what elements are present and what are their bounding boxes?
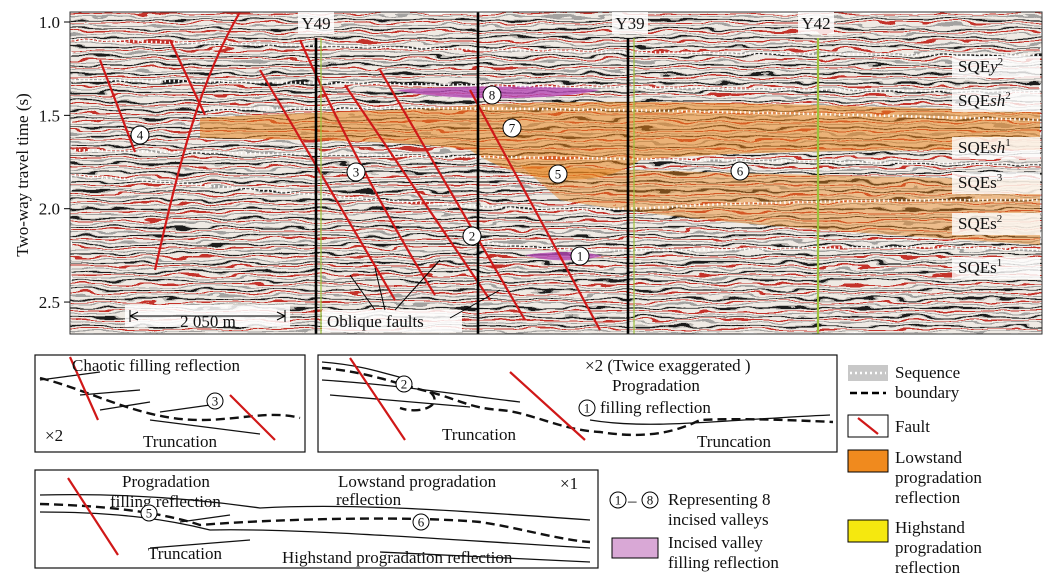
valley-number: 4 (137, 128, 144, 143)
legend-label: Highstand (895, 518, 965, 537)
sequence-label: SQEs1 (958, 257, 1002, 277)
valley-number: 2 (401, 377, 408, 392)
truncation-label: Truncation (148, 544, 222, 563)
sequence-sup: 2 (1005, 90, 1011, 102)
legend-label: Lowstand (895, 448, 963, 467)
scale-label: ×1 (560, 474, 578, 493)
sequence-prefix: SQEs (958, 258, 997, 277)
legend-label: Fault (895, 417, 930, 436)
sequence-prefix: SQE (958, 138, 990, 157)
faults-label: Oblique faults (327, 312, 424, 331)
legend-label: reflection (895, 558, 961, 577)
valley-number: 8 (489, 88, 496, 103)
panel-a: Chaotic filling reflection 3 ×2 Truncati… (35, 355, 305, 452)
filling-label: filling reflection (110, 492, 221, 511)
filling-label: Progradation (612, 376, 700, 395)
valley-number: 5 (555, 167, 562, 182)
legend-swatch (612, 538, 658, 558)
y-tick-label: 2.0 (39, 200, 60, 219)
filling-label: Progradation (122, 472, 210, 491)
legend-label: progradation (895, 538, 982, 557)
lowstand-label: reflection (336, 490, 402, 509)
filling-label: filling reflection (600, 398, 711, 417)
sequence-sup: 1 (1005, 137, 1011, 149)
sequence-letters: sh (990, 138, 1005, 157)
sequence-sup: 1 (997, 257, 1003, 269)
sequence-prefix: SQEs (958, 173, 997, 192)
y-tick-label: 2.5 (39, 293, 60, 312)
panel-c: Progradation filling reflection 5 Lowsta… (35, 470, 598, 568)
sequence-label: SQEsh1 (958, 137, 1011, 157)
legend-label: boundary (895, 383, 960, 402)
truncation-label: Truncation (697, 432, 771, 451)
legend-swatch (848, 520, 888, 542)
y-tick-label: 1.0 (39, 13, 60, 32)
panel-b: ×2 (Twice exaggerated ) 2 Progradation 1… (318, 355, 837, 452)
highstand-label: Highstand progradation reflection (282, 548, 513, 567)
legend-label: incised valleys (668, 510, 769, 529)
valley-number: 1 (615, 493, 622, 508)
panel-title: Chaotic filling reflection (72, 356, 241, 375)
sequence-label: SQEs3 (958, 172, 1003, 192)
valley-number: 3 (353, 165, 360, 180)
valley-number: 6 (737, 164, 744, 179)
sequence-label: SQEs2 (958, 213, 1002, 233)
sequence-prefix: SQE (958, 57, 990, 76)
legend-label: – (627, 491, 637, 510)
legend-label: filling reflection (668, 553, 779, 572)
valley-number: 7 (509, 121, 516, 136)
truncation-label: Truncation (143, 432, 217, 451)
well-label: Y42 (801, 14, 830, 33)
well-label: Y39 (615, 14, 644, 33)
legend-label: reflection (895, 488, 961, 507)
y-tick-label: 1.5 (39, 106, 60, 125)
sequence-prefix: SQEs (958, 214, 997, 233)
sequence-label: SQEy2 (958, 56, 1003, 76)
valley-number: 3 (212, 394, 219, 409)
sequence-prefix: SQE (958, 91, 990, 110)
truncation-label: Truncation (442, 425, 516, 444)
sequence-letters: y (988, 57, 998, 76)
sequence-sup: 3 (997, 172, 1003, 184)
valley-number: 2 (469, 229, 476, 244)
legend-label: progradation (895, 468, 982, 487)
valley-number: 5 (146, 506, 153, 521)
y-axis-label: Two-way travel time (s) (13, 93, 32, 257)
sequence-sup: 2 (998, 56, 1004, 68)
valley-number: 1 (584, 401, 591, 416)
panel-scale: ×2 (Twice exaggerated ) (585, 356, 751, 375)
lowstand-label: Lowstand progradation (338, 472, 497, 491)
figure: Y49Y39Y42 SQEy2SQEsh2SQEsh1SQEs3SQEs2SQE… (0, 0, 1046, 585)
valley-number: 6 (418, 515, 425, 530)
legend-swatch (848, 450, 888, 472)
legend-label: Representing 8 (668, 490, 770, 509)
legend-label: Incised valley (668, 533, 763, 552)
scale-bar-label: 2 050 m (180, 312, 236, 331)
sequence-sup: 2 (997, 213, 1003, 225)
scale-label: ×2 (45, 426, 63, 445)
valley-number: 8 (647, 493, 654, 508)
sequence-label: SQEsh2 (958, 90, 1011, 110)
sequence-letters: sh (990, 91, 1005, 110)
legend-label: Sequence (895, 363, 960, 382)
valley-number: 1 (577, 249, 584, 264)
well-label: Y49 (301, 14, 330, 33)
